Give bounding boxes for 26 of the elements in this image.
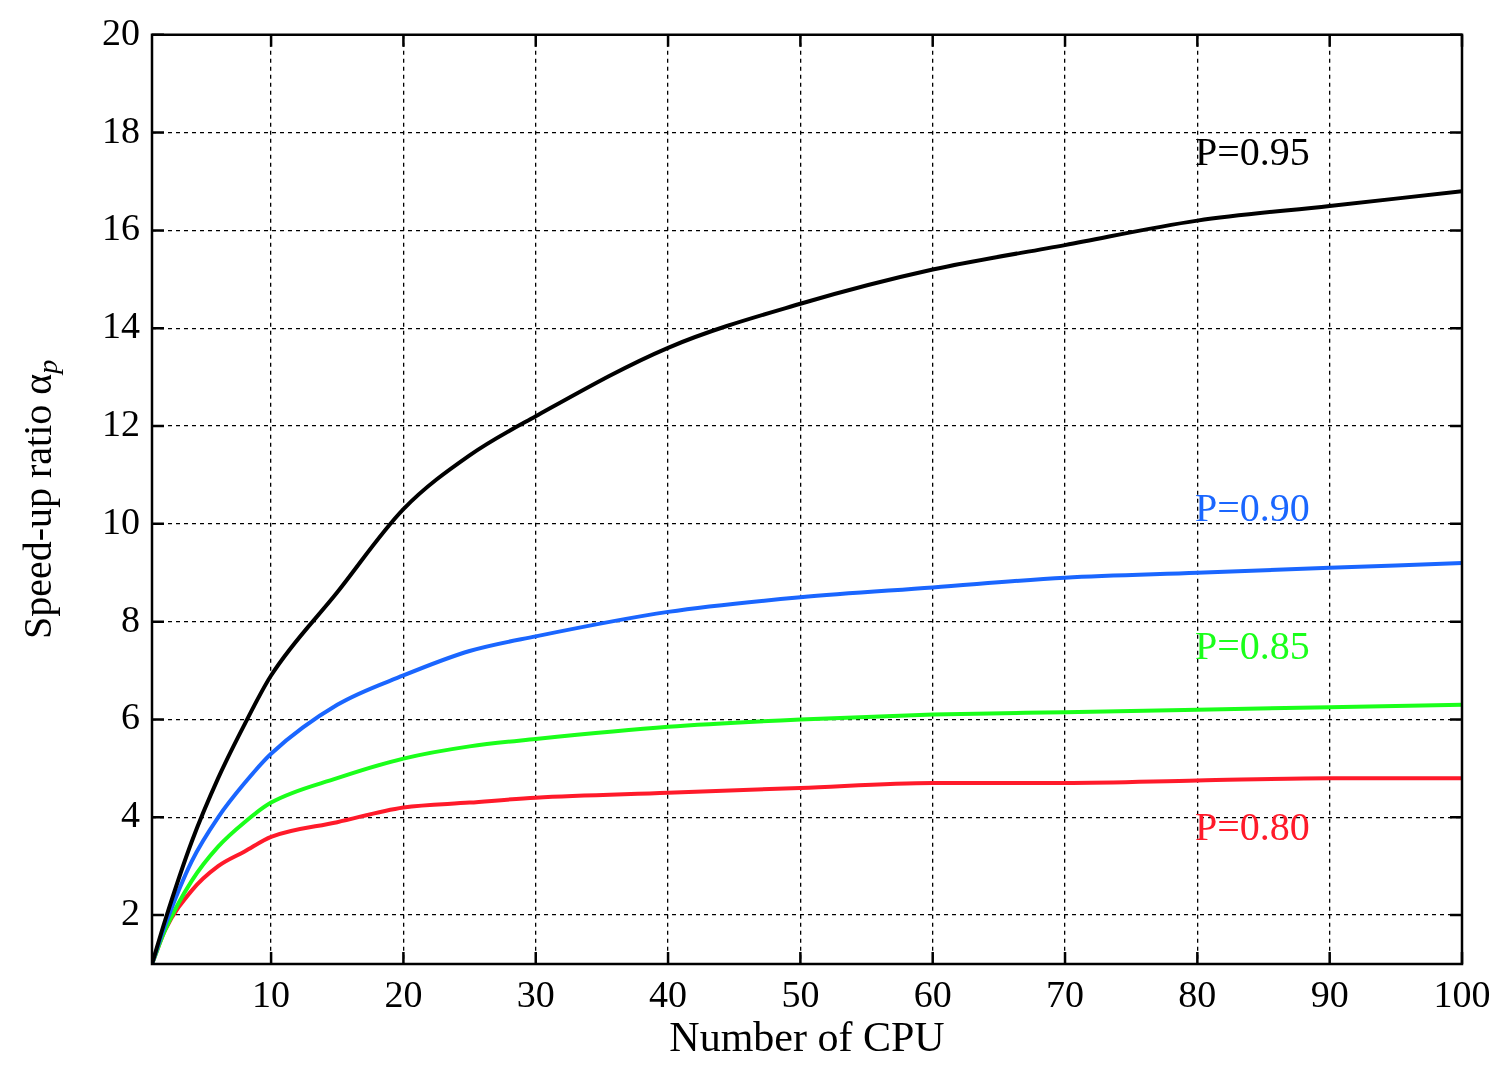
y-tick-label: 10	[102, 499, 140, 542]
x-tick-label: 60	[913, 972, 952, 1015]
x-tick-label: 80	[1178, 972, 1217, 1015]
y-tick-label: 2	[121, 891, 140, 934]
series-label: P=0.95	[1194, 129, 1310, 175]
y-tick-label: 16	[102, 206, 140, 249]
series-label: P=0.80	[1194, 804, 1310, 850]
x-tick-label: 90	[1310, 972, 1349, 1015]
y-tick-label: 6	[121, 695, 140, 738]
y-tick-label: 12	[102, 402, 140, 445]
x-tick-label: 10	[252, 972, 291, 1015]
series-label: P=0.85	[1194, 623, 1310, 669]
x-tick-label: 70	[1046, 972, 1085, 1015]
x-axis-title: Number of CPU	[669, 1013, 945, 1060]
y-tick-label: 20	[102, 10, 140, 53]
y-tick-label: 8	[121, 597, 140, 640]
y-tick-label: 18	[102, 108, 140, 151]
x-tick-label: 40	[649, 972, 688, 1015]
y-tick-label: 4	[121, 793, 140, 836]
x-tick-label: 30	[516, 972, 555, 1015]
x-tick-label: 100	[1433, 972, 1491, 1015]
y-axis-title: Speed-up ratio αp	[14, 359, 64, 640]
y-tick-label: 14	[102, 304, 140, 347]
series-label: P=0.90	[1194, 485, 1310, 531]
x-tick-label: 50	[781, 972, 820, 1015]
x-tick-label: 20	[384, 972, 423, 1015]
